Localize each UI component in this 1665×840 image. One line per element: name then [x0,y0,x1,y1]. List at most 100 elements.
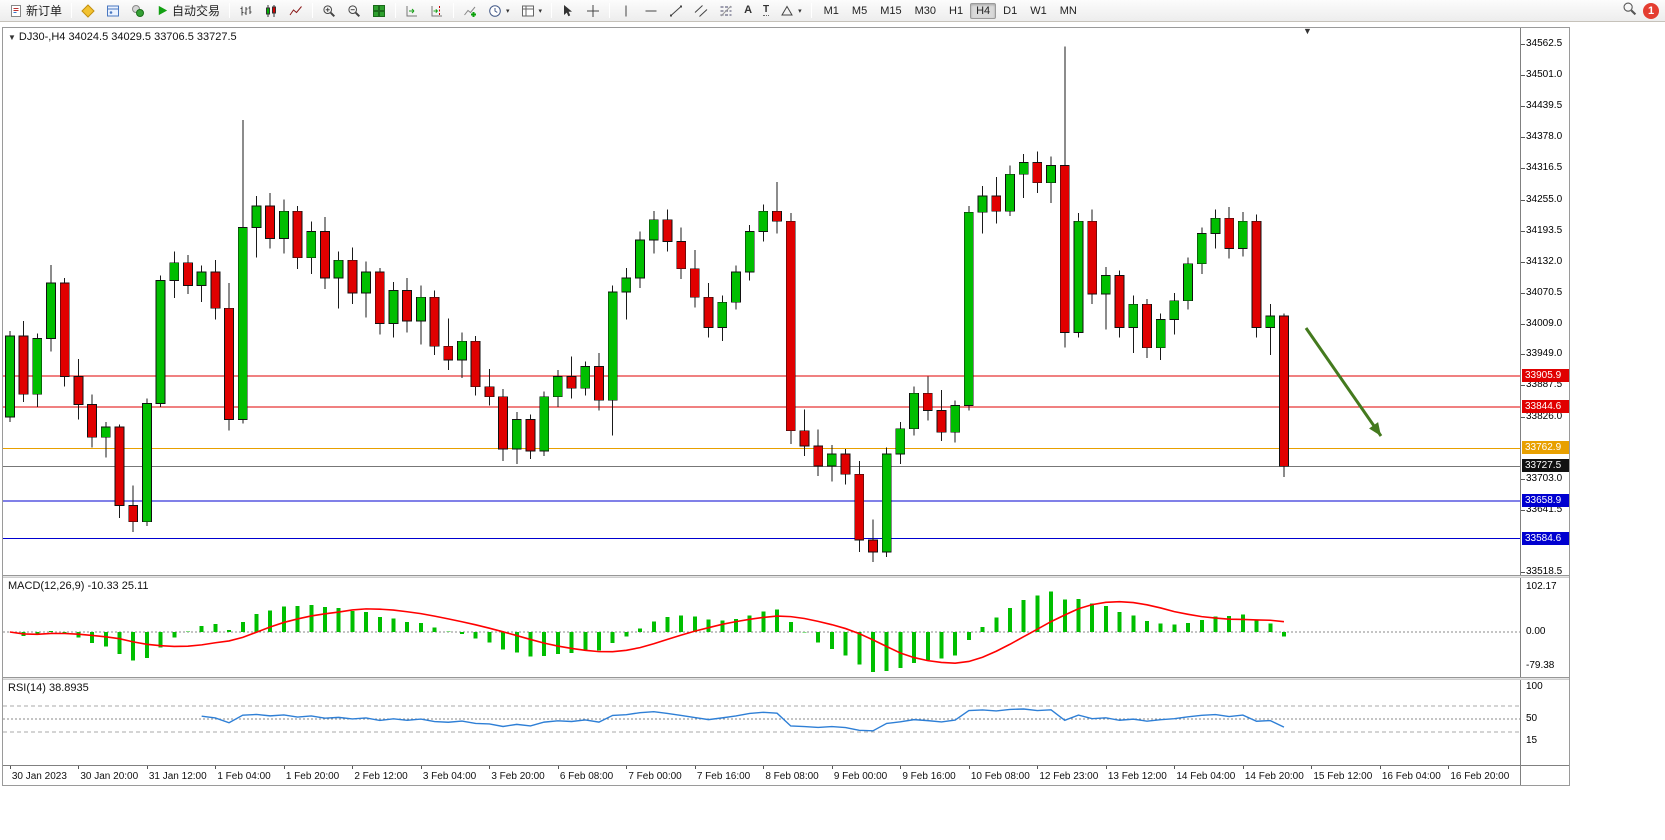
time-axis[interactable]: 30 Jan 2023 30 Jan 20:00 31 Jan 12:00 1 Feb… [3,765,1569,785]
candle-body [799,430,810,447]
vertical-line-icon [619,4,633,18]
shapes-dropdown[interactable]: ▾ [775,1,807,20]
autotrading-button[interactable]: 自动交易 [151,1,225,20]
line-chart-button[interactable] [284,1,308,20]
timeframe-m15[interactable]: M15 [880,4,902,17]
time-axis-label: 13 Feb 12:00 [1107,771,1167,782]
price-axis-label: 34501.0 [1526,69,1563,81]
candle-body [594,366,604,401]
cursor-tool-button[interactable] [556,1,580,20]
chart-shift-button[interactable] [425,1,449,20]
macd-canvas[interactable] [3,578,1520,677]
candle-body [868,539,878,553]
new-order-button[interactable]: 新订单 [4,1,67,20]
candle-body [1046,165,1056,184]
text-tool[interactable]: A [739,1,757,20]
axis-tick [1521,292,1525,294]
timeframe-m1[interactable]: M1 [823,4,839,17]
candle-body [237,226,248,420]
add-indicator-button[interactable] [458,1,482,20]
candle-body [415,296,426,322]
candle-body [470,340,481,388]
current-price-badge: 33727.5 [1522,459,1569,473]
zoom-in-button[interactable] [317,1,341,20]
fibonacci-tool[interactable] [714,1,738,20]
axis-tick [1521,416,1525,418]
tile-windows-button[interactable] [367,1,391,20]
metaeditor-button[interactable] [76,1,100,20]
price-axis-label: 33887.5 [1526,379,1563,391]
search-icon[interactable] [1622,1,1637,21]
price-axis[interactable]: 34562.5 34501.0 34439.5 34378.0 34316.5 34255… [1520,28,1569,575]
rsi-axis-label: 50 [1526,713,1538,724]
auto-scroll-button[interactable] [400,1,424,20]
chart-shift-marker-icon[interactable]: ▼ [1303,28,1312,36]
time-tick [626,766,628,769]
time-axis-label: 31 Jan 12:00 [148,771,207,782]
time-tick [557,766,559,769]
time-axis-label: 1 Feb 04:00 [217,771,271,782]
timeframe-m30[interactable]: M30 [914,4,937,17]
candle-body [909,392,919,430]
candle-body [320,230,330,279]
candle-body [648,219,659,241]
candle-body [1128,303,1139,328]
bar-chart-icon [239,4,253,18]
price-axis-label: 34378.0 [1526,131,1563,143]
main-chart-panel: ▼ DJ30-,H4 34024.5 34029.5 33706.5 33727.… [3,28,1569,575]
time-axis-label: 6 Feb 08:00 [559,771,614,782]
time-axis-label: 14 Feb 20:00 [1244,771,1304,782]
candle-body [443,345,454,361]
time-tick [1379,766,1381,769]
zoom-out-button[interactable] [342,1,366,20]
navigator-button[interactable] [126,1,150,20]
notification-badge[interactable]: 1 [1643,2,1659,19]
panel-resize-handle[interactable] [3,575,1569,578]
rsi-canvas[interactable] [3,680,1520,765]
macd-axis[interactable]: 102.17 0.00 -79.38 [1520,578,1569,677]
timeframe-d1[interactable]: D1 [1003,4,1018,17]
candle-body [1265,315,1276,328]
trend-arrow[interactable] [1304,327,1383,437]
horizontal-line-tool[interactable] [639,1,663,20]
crosshair-icon [586,4,600,18]
axis-tick [1521,137,1525,139]
periods-dropdown[interactable]: ▾ [483,1,515,20]
timeframe-h1[interactable]: H1 [949,4,964,17]
candle-body [1059,165,1070,333]
time-axis-label: 16 Feb 20:00 [1450,771,1510,782]
candle-body [251,205,262,228]
label-tool[interactable]: T [758,1,774,20]
timeframe-w1[interactable]: W1 [1030,4,1047,17]
panel-resize-handle[interactable] [3,677,1569,680]
timeframe-m5[interactable]: M5 [851,4,868,17]
candle-body [292,210,303,259]
toolbar-right: 1 [1622,1,1661,21]
vertical-line-tool[interactable] [614,1,638,20]
rsi-axis[interactable]: 100 50 15 [1520,680,1569,765]
candle-body [278,210,289,239]
candle-body [18,335,29,395]
data-window-button[interactable] [101,1,125,20]
trend-arrow-head [1369,422,1381,436]
channel-tool[interactable] [689,1,713,20]
time-axis-label: 2 Feb 12:00 [354,771,408,782]
bar-chart-button[interactable] [234,1,258,20]
templates-dropdown[interactable]: ▾ [516,1,548,20]
crosshair-tool-button[interactable] [581,1,605,20]
chart-dropdown-icon[interactable]: ▼ [8,33,16,42]
candlestick-chart-button[interactable] [259,1,283,20]
axis-tick [1521,168,1525,170]
candle-body [703,296,714,328]
separator [551,3,553,18]
candle-body [210,271,221,309]
time-tick [1037,766,1039,769]
timeframe-h4[interactable]: H4 [970,2,997,19]
price-chart-canvas[interactable] [3,28,1520,575]
trendline-tool[interactable] [664,1,688,20]
candle-body [1032,162,1043,184]
time-axis-label: 12 Feb 23:00 [1039,771,1099,782]
price-level-badge: 33658.9 [1522,494,1569,508]
separator [312,3,314,18]
timeframe-mn[interactable]: MN [1059,4,1077,17]
